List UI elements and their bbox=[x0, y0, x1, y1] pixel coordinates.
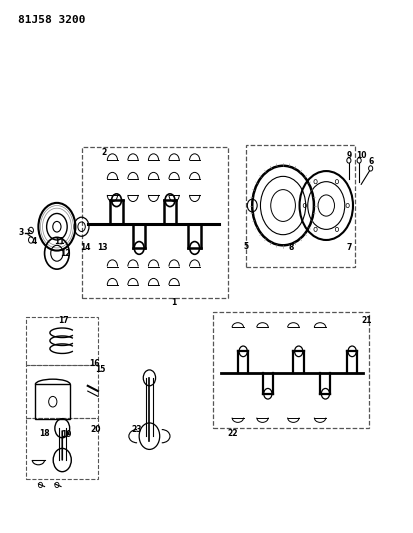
Text: 23: 23 bbox=[131, 425, 141, 434]
Text: 8: 8 bbox=[288, 244, 293, 253]
Text: 2: 2 bbox=[101, 148, 107, 157]
Text: 16: 16 bbox=[88, 359, 99, 367]
Text: 19: 19 bbox=[61, 430, 71, 439]
Text: 14: 14 bbox=[80, 244, 91, 253]
Text: 11: 11 bbox=[54, 237, 64, 246]
Text: 1: 1 bbox=[171, 298, 176, 307]
Text: 3: 3 bbox=[18, 228, 23, 237]
Text: 7: 7 bbox=[345, 244, 351, 253]
Text: 9: 9 bbox=[345, 151, 351, 160]
Text: 12: 12 bbox=[60, 249, 70, 258]
Text: 15: 15 bbox=[95, 366, 105, 374]
Text: 4: 4 bbox=[31, 237, 37, 246]
Bar bbox=[245, 144, 354, 266]
Text: 6: 6 bbox=[368, 157, 373, 166]
Bar bbox=[26, 418, 98, 479]
Text: 18: 18 bbox=[39, 429, 50, 438]
Text: 20: 20 bbox=[90, 425, 100, 434]
Text: 81J58 3200: 81J58 3200 bbox=[18, 15, 85, 25]
Text: 22: 22 bbox=[227, 429, 237, 438]
Bar bbox=[26, 365, 98, 418]
Bar bbox=[26, 317, 98, 365]
Bar bbox=[35, 384, 70, 419]
Text: 21: 21 bbox=[360, 316, 370, 325]
Bar bbox=[213, 312, 368, 428]
Text: 13: 13 bbox=[97, 244, 107, 253]
Text: 10: 10 bbox=[355, 151, 366, 160]
Text: 5: 5 bbox=[243, 242, 248, 251]
Text: 17: 17 bbox=[59, 316, 69, 325]
Bar bbox=[81, 147, 227, 298]
